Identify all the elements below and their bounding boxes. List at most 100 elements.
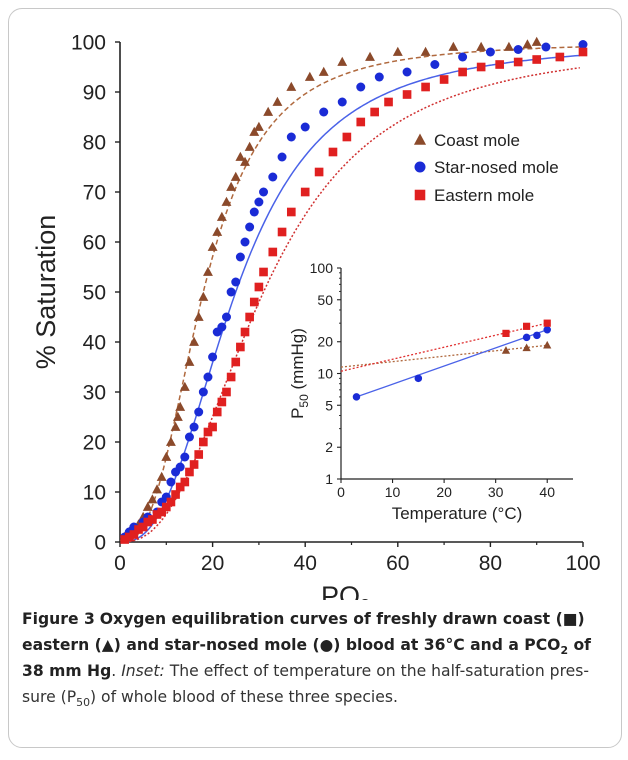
legend-marker-1 (414, 161, 426, 173)
inset-y-title-sub: 50 (297, 394, 311, 408)
main-x-axis-title: PO2 (321, 581, 370, 600)
main-y-tick-label: 20 (83, 432, 106, 455)
inset-point-1 (352, 393, 361, 401)
inset-y-tick-label: 50 (317, 292, 333, 308)
main-point-2 (175, 482, 185, 492)
main-point-0 (142, 501, 153, 511)
main-point-2 (203, 427, 213, 437)
main-point-1 (249, 207, 259, 217)
main-point-1 (240, 237, 250, 247)
caption-line-1: Figure 3 Oxygen equilibration curves of … (22, 606, 617, 632)
figure-label: Figure 3 (22, 610, 95, 628)
main-point-1 (485, 47, 495, 57)
main-point-1 (356, 82, 366, 92)
caption-plain-3b: The effect of temperature on the half-sa… (164, 662, 589, 680)
main-point-1 (235, 252, 245, 262)
caption-plain-4b: ) of whole blood of these three species. (90, 688, 398, 706)
main-point-0 (165, 436, 176, 446)
main-point-1 (194, 407, 204, 417)
inset-x-tick-label: 20 (436, 484, 452, 500)
inset-point-0 (501, 346, 511, 354)
caption-plain-4a: sure (P (22, 688, 77, 706)
main-point-2 (194, 450, 204, 459)
main-x-tick-label: 20 (201, 552, 224, 575)
main-point-2 (495, 60, 504, 69)
main-point-2 (152, 510, 162, 519)
circle-symbol-icon: ● (319, 636, 334, 654)
legend-label-2: Eastern mole (434, 186, 534, 205)
main-point-2 (148, 515, 157, 524)
caption-bold-sub: 2 (560, 643, 569, 657)
main-point-0 (503, 41, 514, 51)
main-point-0 (244, 141, 255, 151)
main-point-1 (277, 152, 287, 162)
caption-line-4: sure (P50) of whole blood of these three… (22, 684, 617, 710)
main-y-tick-label: 10 (83, 482, 106, 505)
inset-fit-line-1 (356, 329, 548, 398)
inset-x-tick-label: 0 (337, 484, 345, 500)
inset-y-tick-label: 5 (325, 397, 333, 413)
main-oxygen-chart: 0204060801000102030405060708090100PO2% S… (31, 32, 601, 601)
main-point-2 (439, 75, 449, 84)
main-point-0 (531, 36, 542, 46)
figure-caption: Figure 3 Oxygen equilibration curves of … (22, 606, 617, 710)
main-y-tick-label: 80 (83, 132, 106, 155)
inset-point-0 (522, 343, 531, 352)
main-point-2 (143, 517, 153, 527)
main-point-0 (235, 151, 246, 161)
inset-point-1 (522, 333, 531, 342)
main-y-tick-label: 60 (83, 232, 106, 255)
main-point-0 (337, 56, 348, 66)
main-point-0 (179, 381, 190, 391)
main-point-2 (199, 437, 208, 447)
main-point-2 (555, 52, 565, 62)
inset-y-axis-title: P50 (mmHg) (288, 328, 311, 419)
inset-point-1 (533, 331, 541, 340)
main-point-2 (268, 247, 278, 257)
main-point-0 (253, 121, 264, 131)
caption-bold-2c: ) and star-nosed mole ( (113, 636, 320, 654)
main-y-tick-label: 70 (83, 182, 106, 205)
legend-label-0: Coast mole (434, 131, 520, 150)
inset-x-tick-label: 30 (488, 484, 504, 500)
main-point-1 (513, 45, 523, 54)
main-point-1 (221, 312, 231, 322)
main-point-2 (212, 407, 222, 417)
main-point-0 (392, 46, 403, 56)
main-point-1 (166, 477, 176, 487)
triangle-symbol-icon: ▲ (101, 636, 114, 654)
main-point-1 (254, 197, 264, 207)
main-point-1 (541, 42, 551, 52)
caption-bold-3: 38 mm Hg (22, 662, 112, 680)
main-point-2 (254, 282, 264, 292)
legend-marker-2 (414, 189, 426, 201)
main-point-0 (420, 46, 431, 56)
main-point-0 (304, 71, 315, 81)
inset-x-axis-title: Temperature (°C) (392, 504, 523, 523)
main-point-1 (198, 387, 208, 397)
main-point-1 (184, 432, 194, 442)
caption-bold-2b: eastern ( (22, 636, 102, 654)
legend-marker-0 (413, 133, 427, 145)
main-point-2 (402, 90, 412, 99)
main-x-axis-title-main: PO (321, 581, 360, 600)
main-point-2 (328, 147, 338, 157)
main-point-2 (124, 532, 134, 542)
inset-y-tick-label: 100 (310, 260, 334, 276)
main-point-0 (152, 484, 162, 494)
inset-point-2 (502, 329, 510, 337)
main-point-0 (522, 39, 533, 49)
main-point-2 (231, 357, 241, 367)
main-point-1 (217, 322, 227, 332)
main-point-0 (184, 356, 195, 366)
main-point-1 (208, 352, 218, 362)
caption-bold-2a: ) (577, 610, 585, 628)
main-point-0 (172, 411, 183, 421)
inset-y-tick-label: 10 (317, 366, 333, 382)
main-point-2 (300, 187, 310, 197)
main-point-1 (300, 122, 310, 132)
main-point-2 (217, 397, 227, 407)
main-point-1 (268, 172, 278, 182)
main-point-0 (189, 336, 200, 346)
main-point-2 (138, 522, 148, 532)
